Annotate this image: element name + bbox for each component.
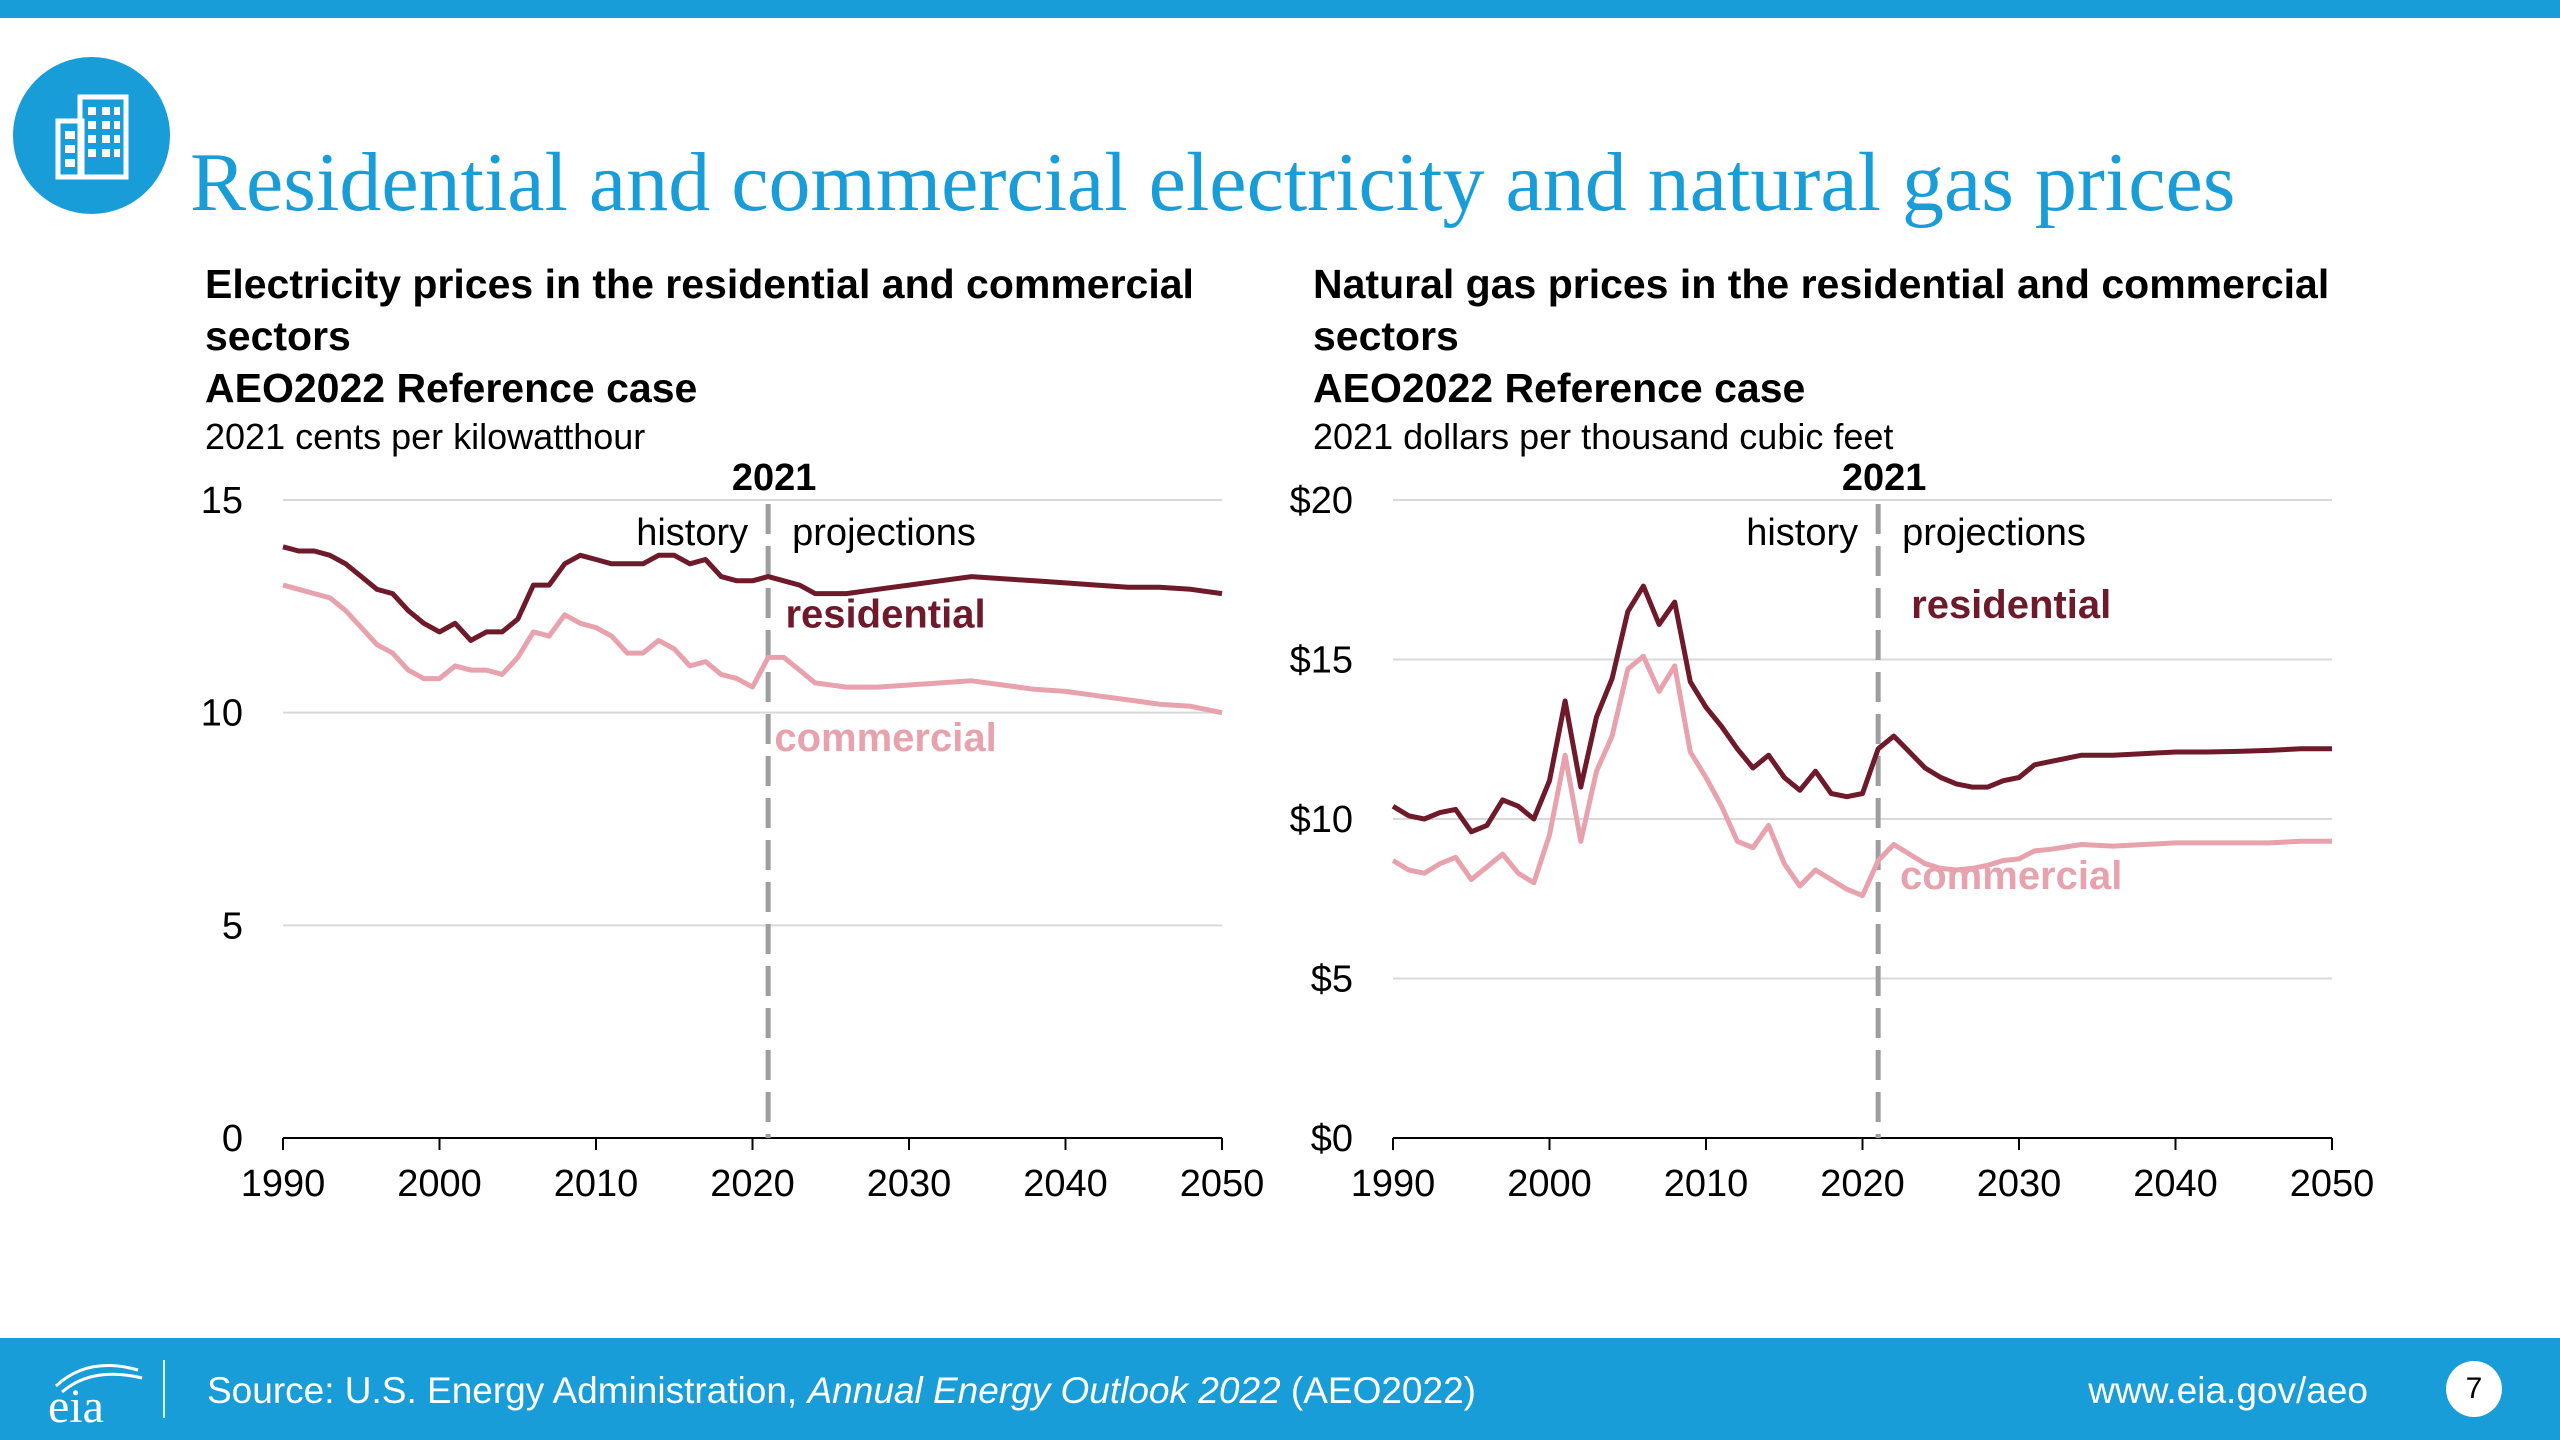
x-tick-label: 2050	[2290, 1163, 2375, 1205]
commercial-series-line	[282, 582, 1223, 716]
x-tick-label: 2020	[1820, 1163, 1905, 1205]
electricity-price-chart: 0 5 10 15 1990 2000 2010 2020 2030 2040 2050 2021 hi…	[201, 457, 1265, 1205]
divider-year-label: 2021	[1842, 457, 1927, 499]
projections-label: projections	[1902, 512, 2086, 554]
y-tick-label: $10	[1290, 799, 1353, 841]
history-label: history	[1746, 512, 1858, 554]
x-tick-label: 2010	[554, 1163, 639, 1205]
x-tick-label: 2000	[1507, 1163, 1592, 1205]
chart-units: 2021 dollars per thousand cubic feet	[1313, 416, 1894, 457]
residential-series-line	[1391, 583, 2332, 835]
y-tick-label: $5	[1311, 959, 1353, 1001]
chart-title: Electricity prices in the residential an…	[205, 261, 1194, 359]
y-tick-label: 15	[201, 480, 243, 522]
residential-series-line	[282, 544, 1223, 643]
divider-year-label: 2021	[732, 457, 817, 499]
natural-gas-chart-heading: Natural gas prices in the residential an…	[1313, 258, 2403, 460]
x-tick-label: 2040	[1023, 1163, 1108, 1205]
office-building-icon	[13, 57, 170, 214]
page-number: 7	[2446, 1361, 2502, 1417]
svg-text:eia: eia	[48, 1380, 104, 1426]
commercial-series-line	[1391, 653, 2332, 899]
y-tick-label: $15	[1290, 640, 1353, 682]
electricity-chart-heading: Electricity prices in the residential an…	[205, 258, 1295, 460]
x-tick-label: 2020	[710, 1163, 795, 1205]
top-accent-bar	[0, 0, 2560, 18]
x-tick-label: 2030	[1977, 1163, 2062, 1205]
x-tick-label: 2000	[397, 1163, 482, 1205]
commercial-series-label: commercial	[774, 716, 996, 760]
residential-series-label: residential	[785, 593, 985, 637]
residential-series-label: residential	[1911, 583, 2111, 627]
chart-subtitle: AEO2022 Reference case	[1313, 365, 1806, 411]
projections-label: projections	[792, 512, 976, 554]
natural-gas-price-chart: $0 $5 $10 $15 $20 1990 2000 2010 2020 2030 2040 205…	[1290, 457, 2375, 1205]
chart-units: 2021 cents per kilowatthour	[205, 416, 646, 457]
slide-title: Residential and commercial electricity a…	[190, 136, 2236, 229]
chart-subtitle: AEO2022 Reference case	[205, 365, 698, 411]
source-note: Source: U.S. Energy Administration, Annu…	[207, 1370, 1476, 1411]
x-tick-label: 2050	[1180, 1163, 1265, 1205]
footer-divider	[163, 1360, 165, 1418]
eia-logo-icon: eia	[48, 1364, 143, 1426]
chart-title: Natural gas prices in the residential an…	[1313, 261, 2330, 359]
x-tick-label: 1990	[1351, 1163, 1436, 1205]
y-tick-label: 10	[201, 693, 243, 735]
x-tick-label: 2010	[1664, 1163, 1749, 1205]
x-tick-label: 2030	[867, 1163, 952, 1205]
commercial-series-label: commercial	[1900, 854, 2122, 898]
y-tick-label: $20	[1290, 480, 1353, 522]
x-tick-label: 2040	[2133, 1163, 2218, 1205]
y-tick-label: 5	[222, 905, 243, 947]
history-label: history	[636, 512, 748, 554]
eia-url-link[interactable]: www.eia.gov/aeo	[2088, 1370, 2368, 1411]
footer: eia Source: U.S. Energy Administration, …	[0, 1338, 2560, 1440]
y-tick-label: 0	[222, 1118, 243, 1160]
x-tick-label: 1990	[241, 1163, 326, 1205]
y-tick-label: $0	[1311, 1118, 1353, 1160]
